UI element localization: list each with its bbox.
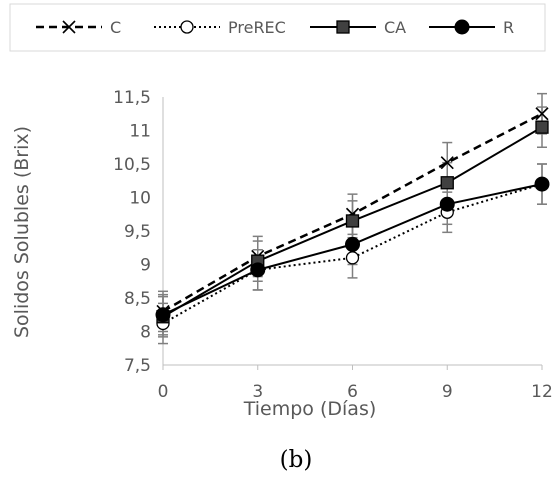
- y-tick-label: 8: [140, 323, 151, 343]
- data-point-r: [250, 262, 266, 278]
- data-point-c: [535, 107, 549, 121]
- x-tick-labels: 0 3 6 9 12: [158, 365, 553, 402]
- y-tick-label: 8,5: [124, 289, 151, 309]
- x-tick-label: 9: [442, 382, 453, 402]
- legend-label: CA: [384, 18, 406, 37]
- legend-label: PreREC: [228, 18, 286, 37]
- legend-swatch-marker-stroke-b: [62, 20, 76, 34]
- data-point-c-stroke-b: [440, 156, 454, 170]
- x-tick-label: 0: [158, 382, 169, 402]
- x-tick-label: 6: [347, 382, 358, 402]
- y-tick-label: 11: [129, 122, 151, 142]
- y-tick-label: 11,5: [113, 88, 151, 108]
- legend-item-c: C: [36, 18, 121, 37]
- data-point-r: [439, 196, 455, 212]
- legend-swatch-marker: [454, 19, 470, 35]
- data-point-r: [345, 236, 360, 252]
- plot-area: [155, 92, 550, 345]
- data-point-c-stroke-b: [535, 107, 549, 121]
- x-axis-title: Tiempo (Días): [243, 398, 377, 420]
- series-markers: [155, 107, 550, 331]
- data-point-c: [440, 156, 454, 170]
- y-tick-label: 10,5: [113, 155, 151, 175]
- y-tick-labels: 7,5 8 8,5 9 9,5 10 10,5 11 11,5: [113, 88, 151, 376]
- y-tick-label: 9: [140, 256, 151, 276]
- x-tick-label: 12: [531, 382, 553, 402]
- y-axis-title: Solidos Solubles (Brix): [11, 126, 33, 338]
- legend: C PreREC CA R: [36, 18, 514, 37]
- data-point-prerec: [345, 251, 360, 265]
- y-tick-label: 9,5: [124, 222, 151, 242]
- legend-item-prerec: PreREC: [154, 18, 286, 37]
- data-point-r: [155, 307, 171, 323]
- legend-item-ca: CA: [310, 18, 406, 37]
- figure-caption: (b): [280, 447, 313, 473]
- data-point-ca: [345, 214, 360, 228]
- y-tick-label: 7,5: [124, 356, 151, 376]
- x-tick-label: 3: [252, 382, 263, 402]
- y-tick-label: 10: [129, 189, 151, 209]
- legend-item-r: R: [429, 18, 514, 37]
- legend-swatch-marker: [62, 20, 76, 34]
- legend-swatch-marker: [180, 20, 194, 34]
- data-point-r: [534, 176, 550, 192]
- data-point-ca: [535, 120, 549, 134]
- legend-label: R: [503, 18, 514, 37]
- data-point-ca: [440, 176, 454, 190]
- legend-swatch-marker: [336, 20, 350, 34]
- legend-label: C: [110, 18, 121, 37]
